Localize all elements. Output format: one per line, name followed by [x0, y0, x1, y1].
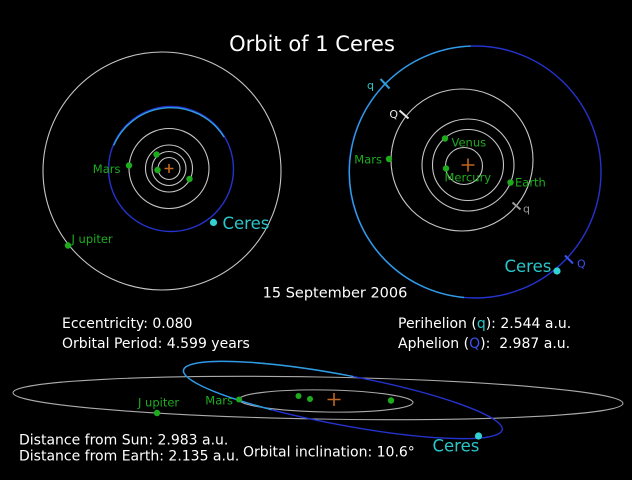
ceres-aphelion-marker-label: Q — [577, 258, 586, 271]
mars-perihelion-tick — [511, 201, 522, 211]
sun-cross-icon — [461, 158, 475, 172]
plan-view: Mars J upiter Ceres — [42, 51, 282, 291]
ceres-label: Ceres — [223, 214, 270, 233]
ceres-orbit-below-plane — [107, 105, 235, 233]
earth-orbit-circle — [421, 118, 515, 212]
venus-orbit-circle — [151, 150, 187, 187]
venus-orbit-circle — [431, 128, 505, 202]
edge-view: Mars J upiter Ceres — [12, 360, 624, 456]
jupiter-dot — [153, 409, 161, 417]
orbital-inclination-stat: Orbital inclination: 10.6° — [243, 445, 415, 461]
ceres-perihelion-tick — [379, 78, 391, 90]
mars-label: Mars — [205, 394, 233, 408]
mars-aphelion-tick — [398, 109, 410, 120]
mars-dot — [125, 162, 133, 169]
ceres-dot — [209, 218, 218, 227]
perihelion-stat-prefix: Perihelion ( — [398, 316, 477, 332]
sun-cross-icon — [164, 164, 174, 173]
earth-dot — [387, 397, 395, 404]
jupiter-orbit-circle — [42, 51, 282, 291]
perihelion-stat-value: ): 2.544 a.u. — [486, 316, 572, 332]
sun-cross-icon — [327, 393, 341, 406]
mars-orbit-ellipse — [238, 389, 414, 413]
mars-label: Mars — [93, 162, 121, 176]
aphelion-symbol: Q — [469, 336, 480, 352]
earth-dot — [186, 175, 193, 183]
date-label: 15 September 2006 — [263, 286, 408, 302]
mercury-dot — [154, 166, 161, 174]
orbital-period-stat: Orbital Period: 4.599 years — [62, 336, 250, 352]
perihelion-stat: Perihelion (q): 2.544 a.u. — [398, 316, 571, 332]
mars-label: Mars — [354, 153, 382, 167]
earth-orbit-circle — [144, 144, 194, 193]
perihelion-symbol: q — [477, 316, 486, 332]
aphelion-stat-value: ): 2.987 a.u. — [480, 336, 570, 352]
distance-from-sun-stat: Distance from Sun: 2.983 a.u. — [19, 433, 228, 449]
ceres-orbit-above-plane-arc — [182, 360, 354, 411]
page-title: Orbit of 1 Ceres — [229, 32, 395, 56]
jupiter-label: J upiter — [71, 232, 113, 246]
ceres-dot — [474, 432, 483, 440]
venus-dot — [295, 393, 302, 399]
venus-dot — [441, 135, 449, 142]
jupiter-label: J upiter — [137, 396, 179, 410]
venus-label: Venus — [452, 136, 487, 150]
earth-dot — [507, 179, 514, 186]
mars-orbit-circle — [390, 88, 534, 232]
jupiter-orbit-ellipse — [12, 375, 624, 421]
mercury-dot — [442, 165, 450, 172]
mercury-dot — [307, 396, 313, 402]
ceres-label: Ceres — [505, 257, 552, 276]
zoom-view: q Q q Q Venus Mercury Earth Mars Ceres — [348, 45, 602, 299]
eccentricity-stat: Eccentricity: 0.080 — [62, 316, 192, 332]
jupiter-dot — [64, 242, 72, 249]
ceres-perihelion-marker-label: q — [367, 79, 374, 92]
distance-from-earth-stat: Distance from Earth: 2.135 a.u. — [19, 449, 239, 465]
mars-perihelion-marker-label: q — [523, 203, 530, 216]
mars-dot — [385, 155, 393, 163]
ceres-orbit-above-plane-arc — [113, 107, 225, 146]
aphelion-stat-prefix: Aphelion ( — [398, 336, 469, 352]
mars-dot — [236, 396, 242, 403]
earth-label: Earth — [515, 176, 546, 190]
ceres-orbit-above-plane-arc — [348, 45, 471, 299]
mercury-label: Mercury — [445, 171, 492, 185]
mars-aphelion-marker-label: Q — [389, 108, 398, 121]
venus-dot — [153, 151, 160, 158]
ceres-dot — [553, 267, 561, 275]
aphelion-stat: Aphelion (Q): 2.987 a.u. — [398, 336, 570, 352]
ceres-aphelion-tick — [564, 254, 574, 265]
ceres-label: Ceres — [433, 437, 480, 456]
